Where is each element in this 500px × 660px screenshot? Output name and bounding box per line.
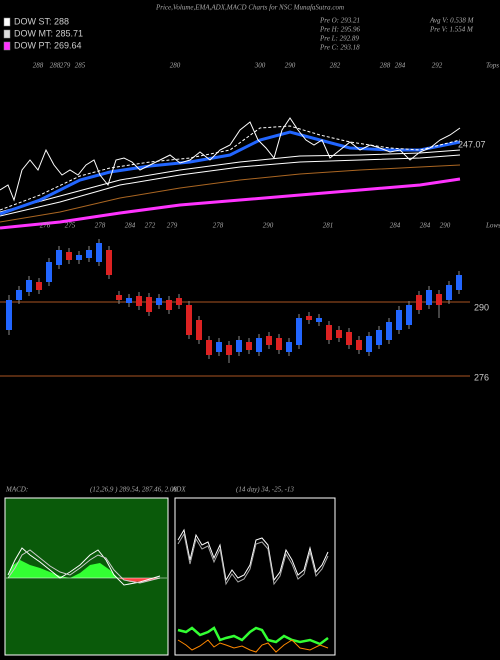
low-label: 284 [390,222,401,230]
ema-dash [0,125,461,211]
info-item: Avg V: 0.538 M [429,17,475,25]
macd-values: (12,26,9 ) 289.54, 287.46, 2.08 [90,486,177,494]
last-value: 247.07 [458,139,486,149]
top-label: 285 [75,62,86,70]
top-label: 288 [380,62,391,70]
adx-values: (14 day) 34, -25, -13 [236,486,294,494]
macd-label: MACD: [5,486,28,494]
legend-label: DOW MT: 285.71 [14,28,83,38]
top-label: 300 [254,62,266,70]
info-item: Pre V: 1.554 M [429,26,474,34]
top-label: 292 [432,62,443,70]
low-label: 278 [95,222,106,230]
adx-line2 [177,532,329,586]
signal-line [7,549,161,584]
top-label: 288 [33,62,44,70]
legend-swatch [3,29,11,39]
low-label: 278 [213,222,224,230]
info-item: Pre L: 292.89 [319,35,359,43]
top-label: 282 [330,62,341,70]
tops-label: Tops [486,62,499,70]
low-label: 279 [167,222,178,230]
legend-swatch [3,17,11,27]
lows: 276 275 278 284 272 279 278 290 281 284 284 290 [40,222,451,230]
adx-panel [174,497,336,656]
plus-di [177,626,329,646]
tops: 288 288 279 285 280 300 290 282 288 284 292 [33,62,443,70]
level-label: 276 [474,372,489,382]
top-label: 290 [285,62,296,70]
ema-pt [0,177,461,230]
price-line [0,117,461,202]
legend: DOW ST: 288 DOW MT: 285.71 DOW PT: 269.64 [3,16,83,51]
ema-panel [0,117,461,230]
ema-line [0,149,461,213]
legend-label: DOW ST: 288 [14,16,69,26]
info-item: Pre O: 293.21 [319,17,360,25]
macd-line [7,547,161,586]
legend-swatch [3,41,11,51]
low-label: 290 [263,222,274,230]
adx-label: ADX [171,486,186,494]
title: Price,Volume,EMA,ADX,MACD Charts for NSC… [155,4,344,12]
low-label: 281 [323,222,334,230]
legend-label: DOW PT: 269.64 [14,40,82,50]
top-label: 280 [170,62,181,70]
info-item: Pre H: 295.96 [319,26,360,34]
top-label: 288 [50,62,61,70]
top-label: 279 [60,62,71,70]
minus-di [177,639,329,653]
info-item: Pre C: 293.18 [319,44,360,52]
ema-line [0,154,461,217]
level-label: 290 [474,302,489,312]
low-label: 284 [125,222,136,230]
macd-histogram [8,560,118,578]
low-label: 272 [145,222,156,230]
low-label: 290 [440,222,451,230]
ema-line [0,164,461,223]
adx-line [177,528,329,582]
lows-label: Lows [485,222,500,230]
top-label: 284 [395,62,406,70]
low-label: 276 [40,222,51,230]
low-label: 275 [65,222,76,230]
low-label: 284 [420,222,431,230]
